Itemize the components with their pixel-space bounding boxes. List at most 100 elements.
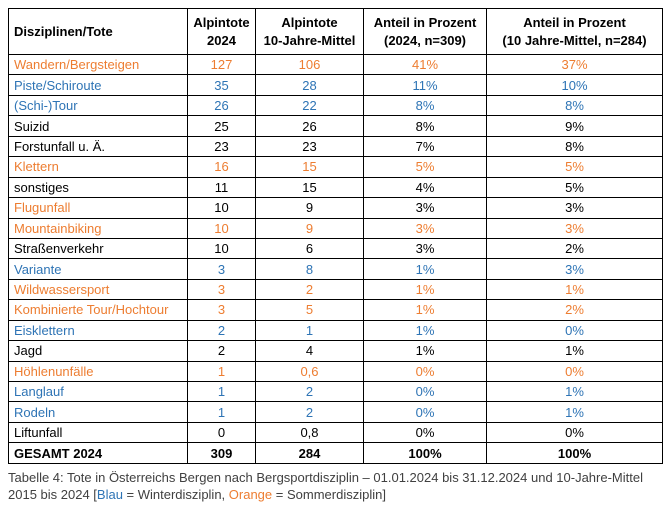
row-value: 8%: [363, 94, 487, 117]
table-row: Jagd 2 4 1% 1%: [8, 340, 663, 362]
row-label: Forstunfall u. Ä.: [8, 135, 188, 158]
row-value: 5: [255, 299, 364, 321]
table-row: Suizid 25 26 8% 9%: [8, 115, 663, 137]
row-value: 3%: [486, 258, 663, 280]
table-row: (Schi-)Tour 26 22 8% 8%: [8, 94, 663, 117]
table-row: Langlauf 1 2 0% 1%: [8, 380, 663, 403]
row-label: Piste/Schiroute: [8, 74, 188, 96]
row-value: 3%: [363, 217, 487, 239]
row-value: 0,8: [255, 421, 364, 444]
row-value: 3: [187, 278, 256, 301]
row-value: 3%: [486, 197, 663, 219]
row-value: 7%: [363, 135, 487, 158]
row-value: 25: [187, 115, 256, 137]
header-disciplines: Disziplinen/Tote: [8, 8, 188, 55]
row-value: 0%: [363, 421, 487, 444]
row-label: (Schi-)Tour: [8, 94, 188, 117]
row-value: 4: [255, 340, 364, 362]
row-value: 2: [187, 340, 256, 362]
row-value: 8: [255, 258, 364, 280]
header-anteil-2024: Anteil in Prozent (2024, n=309): [363, 8, 487, 55]
row-value: 10: [187, 237, 256, 260]
row-value: 1%: [486, 278, 663, 301]
row-value: 284: [255, 442, 364, 464]
row-value: 26: [255, 115, 364, 137]
row-label: Wandern/Bergsteigen: [8, 53, 188, 76]
row-value: 106: [255, 53, 364, 76]
row-value: 10: [187, 217, 256, 239]
row-value: 1%: [486, 401, 663, 423]
row-value: 10: [187, 197, 256, 219]
row-value: 2: [255, 401, 364, 423]
table-row: Forstunfall u. Ä. 23 23 7% 8%: [8, 135, 663, 158]
row-value: 0: [187, 421, 256, 444]
row-value: 5%: [486, 176, 663, 199]
row-value: 1%: [486, 340, 663, 362]
caption-segment: = Sommerdisziplin]: [272, 486, 386, 502]
row-value: 1%: [363, 299, 487, 321]
row-value: 3: [187, 258, 256, 280]
row-label: Rodeln: [8, 401, 188, 423]
row-value: 9: [255, 217, 364, 239]
row-value: 100%: [363, 442, 487, 464]
row-value: 2: [255, 278, 364, 301]
row-value: 0%: [486, 421, 663, 444]
row-value: 3%: [486, 217, 663, 239]
row-value: 15: [255, 176, 364, 199]
row-value: 1%: [363, 258, 487, 280]
table-row: Eisklettern 2 1 1% 0%: [8, 319, 663, 342]
table-row: Wildwassersport 3 2 1% 1%: [8, 278, 663, 301]
table-caption: Tabelle 4: Tote in Österreichs Bergen na…: [8, 470, 664, 504]
row-value: 9%: [486, 115, 663, 137]
table-row: Flugunfall 10 9 3% 3%: [8, 197, 663, 219]
row-label: Kombinierte Tour/Hochtour: [8, 299, 188, 321]
table-row: Mountainbiking 10 9 3% 3%: [8, 217, 663, 239]
header-anteil-mittel: Anteil in Prozent (10 Jahre-Mittel, n=28…: [486, 8, 663, 55]
row-label: GESAMT 2024: [8, 442, 188, 464]
row-value: 2%: [486, 299, 663, 321]
row-label: Jagd: [8, 340, 188, 362]
row-value: 1: [187, 401, 256, 423]
caption-segment: = Winterdisziplin,: [122, 486, 229, 502]
row-value: 4%: [363, 176, 487, 199]
row-value: 3: [187, 299, 256, 321]
row-value: 6: [255, 237, 364, 260]
table-row: Kombinierte Tour/Hochtour 3 5 1% 2%: [8, 299, 663, 321]
row-label: Variante: [8, 258, 188, 280]
table-header: Disziplinen/Tote Alpintote 2024 Alpintot…: [8, 8, 663, 55]
row-value: 0%: [363, 380, 487, 403]
row-value: 1: [255, 319, 364, 342]
row-value: 37%: [486, 53, 663, 76]
document-area: Disziplinen/Tote Alpintote 2024 Alpintot…: [8, 8, 664, 504]
table-body: Wandern/Bergsteigen 127 106 41% 37% Piste/Sch…: [8, 53, 663, 464]
row-label: Straßenverkehr: [8, 237, 188, 260]
row-value: 8%: [486, 94, 663, 117]
row-label: Wildwassersport: [8, 278, 188, 301]
row-value: 0%: [363, 360, 487, 383]
row-label: Mountainbiking: [8, 217, 188, 239]
row-value: 23: [187, 135, 256, 158]
table-row: Variante 3 8 1% 3%: [8, 258, 663, 280]
row-value: 0%: [486, 319, 663, 342]
row-value: 23: [255, 135, 364, 158]
table-row: Liftunfall 0 0,8 0% 0%: [8, 421, 663, 444]
row-value: 2: [255, 380, 364, 403]
row-value: 35: [187, 74, 256, 96]
row-value: 28: [255, 74, 364, 96]
row-value: 11: [187, 176, 256, 199]
row-value: 26: [187, 94, 256, 117]
row-value: 3%: [363, 237, 487, 260]
caption-segment: Tabelle 4: Tote in Österreichs Bergen na…: [8, 469, 643, 502]
row-value: 3%: [363, 197, 487, 219]
header-alpintote-2024: Alpintote 2024: [187, 8, 256, 55]
row-value: 8%: [363, 115, 487, 137]
table-row: Piste/Schiroute 35 28 11% 10%: [8, 74, 663, 96]
header-alpintote-mittel: Alpintote 10-Jahre-Mittel: [255, 8, 364, 55]
row-value: 2%: [486, 237, 663, 260]
table-row: Wandern/Bergsteigen 127 106 41% 37%: [8, 53, 663, 76]
table-row: sonstiges 11 15 4% 5%: [8, 176, 663, 199]
row-label: Langlauf: [8, 380, 188, 403]
row-value: 1%: [486, 380, 663, 403]
row-value: 16: [187, 156, 256, 178]
row-value: 41%: [363, 53, 487, 76]
